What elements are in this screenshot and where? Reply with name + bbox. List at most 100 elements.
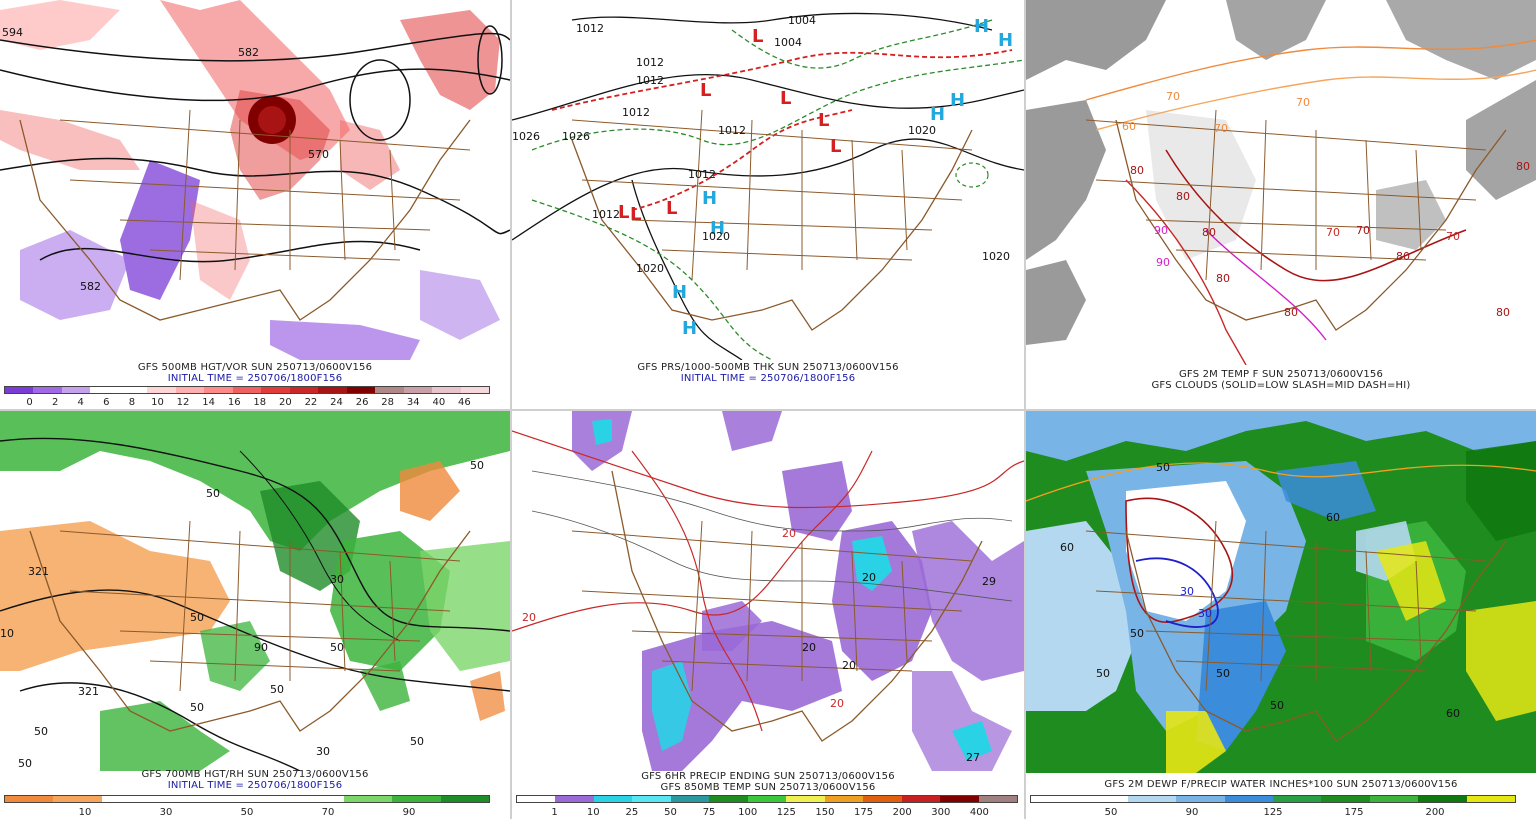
colorbar-swatch (709, 796, 748, 802)
colorbar-swatch (198, 796, 248, 802)
panel-caption: GFS 6HR PRECIP ENDING SUN 250713/0600V15… (641, 771, 895, 782)
map-700mb-rh: 321 50 10 50 50 321 50 50 30 50 90 50 30… (0, 411, 510, 771)
map-label: 27 (966, 751, 980, 764)
colorbar-label: 34 (406, 397, 420, 408)
map-label: 60 (1326, 511, 1340, 524)
colorbar-swatch (150, 796, 199, 802)
grid-divider-horizontal (0, 409, 1536, 411)
map-2m-dewpoint-pwat: 50 50 50 60 30 30 50 50 60 60 (1026, 411, 1536, 773)
colorbar-label: 22 (304, 397, 318, 408)
colorbar-swatch (940, 796, 979, 802)
low-symbol: L (666, 198, 677, 219)
map-label: 29 (982, 575, 996, 588)
colorbar-swatch (403, 387, 433, 393)
colorbar-label: 150 (815, 807, 835, 818)
colorbar-swatch (1321, 796, 1370, 802)
colorbar-swatch (440, 796, 490, 802)
colorbar-swatch (392, 796, 441, 802)
colorbar-label: 90 (1185, 807, 1199, 818)
map-label: 1020 (982, 250, 1010, 263)
map-label: 60 (1446, 707, 1460, 720)
map-label: 1012 (622, 106, 650, 119)
colorbar-label: 125 (1263, 807, 1283, 818)
colorbar-label: 175 (853, 807, 874, 818)
colorbar (4, 795, 490, 803)
colorbar-swatch (101, 796, 151, 802)
panel-init-time: INITIAL TIME = 250706/1800F156 (167, 780, 343, 791)
map-label: 50 (1096, 667, 1110, 680)
panel-init-time: INITIAL TIME = 250706/1800F156 (167, 373, 343, 384)
colorbar-swatch (295, 796, 344, 802)
colorbar-label: 50 (240, 807, 254, 818)
colorbar-swatch (1273, 796, 1322, 802)
low-symbol: L (752, 26, 763, 47)
map-label: 50 (34, 725, 48, 738)
map-label: 30 (1198, 607, 1212, 620)
panel-caption: GFS 2M DEWP F/PRECIP WATER INCHES*100 SU… (1104, 779, 1458, 790)
map-label: 321 (78, 685, 99, 698)
colorbar-label: 90 (402, 807, 416, 818)
colorbar-label: 10 (78, 807, 92, 818)
colorbar-swatch (670, 796, 710, 802)
map-label: 80 (1284, 306, 1298, 319)
map-label: 20 (522, 611, 536, 624)
map-label: 90 (1154, 224, 1168, 237)
low-symbol: L (618, 202, 629, 223)
colorbar-swatch (346, 387, 376, 393)
colorbar-labels: 50 90 125 175 200 (1030, 807, 1516, 819)
colorbar-label: 40 (432, 397, 446, 408)
colorbar-label: 26 (355, 397, 369, 408)
map-label: 80 (1396, 250, 1410, 263)
colorbar-swatch (61, 387, 91, 393)
colorbar-label: 18 (253, 397, 267, 408)
low-symbol: L (700, 80, 711, 101)
map-label: 60 (1060, 541, 1074, 554)
map-label: 1012 (592, 208, 620, 221)
map-label: 20 (842, 659, 856, 672)
map-label: 60 (1122, 120, 1136, 133)
map-label: 1020 (702, 230, 730, 243)
colorbar-label: 16 (227, 397, 241, 408)
colorbar-swatch (824, 796, 864, 802)
map-label: 80 (1216, 272, 1230, 285)
colorbar-swatch (747, 796, 787, 802)
map-label: 70 (1166, 90, 1180, 103)
colorbar-label: 300 (931, 807, 951, 818)
map-label: 30 (1180, 585, 1194, 598)
colorbar-swatch (1127, 796, 1177, 802)
low-symbol: L (630, 204, 641, 225)
colorbar (4, 386, 490, 394)
map-label: 50 (330, 641, 344, 654)
colorbar-swatch (786, 796, 825, 802)
map-label: 1004 (774, 36, 802, 49)
colorbar-swatch (460, 387, 489, 393)
map-label: 50 (470, 459, 484, 472)
colorbar-label: 70 (321, 807, 335, 818)
map-label: 50 (18, 757, 32, 770)
map-500mb-vorticity: 582 570 582 594 (0, 0, 510, 360)
map-label: 70 (1356, 224, 1370, 237)
map-label: 20 (830, 697, 844, 710)
map-label: 80 (1496, 306, 1510, 319)
map-label: 70 (1296, 96, 1310, 109)
colorbar-swatch (432, 387, 461, 393)
map-pressure-thickness: H H H H H H H H L L L L L L L L 1004 100… (512, 0, 1024, 360)
map-label: 80 (1516, 160, 1530, 173)
map-label: 20 (782, 527, 796, 540)
low-symbol: L (830, 136, 841, 157)
colorbar-swatch (247, 796, 296, 802)
high-symbol: H (950, 90, 965, 111)
high-symbol: H (998, 30, 1013, 51)
colorbar-swatch (33, 387, 62, 393)
colorbar-swatch (517, 796, 556, 802)
colorbar-label: 400 (969, 807, 989, 818)
high-symbol: H (710, 218, 725, 239)
colorbar-swatch (5, 796, 54, 802)
map-label: 1026 (562, 130, 590, 143)
map-6hr-precip-850mb: 20 20 20 20 20 29 27 20 (512, 411, 1024, 771)
map-label: 1026 (512, 130, 540, 143)
map-label: 570 (308, 148, 329, 161)
map-label: 50 (1270, 699, 1284, 712)
map-label: 70 (1214, 122, 1228, 135)
map-label: 1012 (636, 56, 664, 69)
